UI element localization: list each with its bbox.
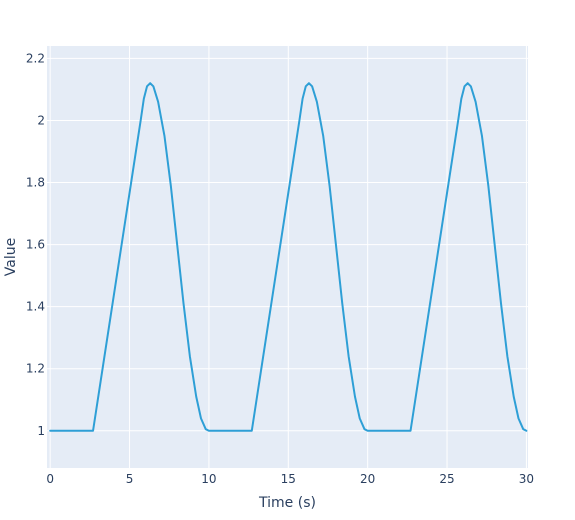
y-tick-label: 2.2: [26, 51, 45, 65]
x-tick-label: 15: [281, 472, 296, 486]
y-tick-label: 1: [37, 424, 45, 438]
x-tick-label: 20: [360, 472, 375, 486]
plot-area: [47, 46, 528, 468]
x-tick-label: 10: [201, 472, 216, 486]
y-tick-label: 2: [37, 113, 45, 127]
y-axis-title: Value: [3, 238, 19, 276]
x-tick-label: 5: [126, 472, 134, 486]
series-layer: [49, 82, 528, 432]
y-tick-label: 1.2: [26, 362, 45, 376]
x-tick-label: 0: [46, 472, 54, 486]
y-tick-label: 1.8: [26, 176, 45, 190]
x-tick-label: 30: [519, 472, 534, 486]
y-tick-label: 1.6: [26, 238, 45, 252]
series-line: [49, 82, 528, 432]
tick-labels: 0 5 10 15 20 25 30 1 1.2 1.4 1.6 1.8 2 2.2: [26, 51, 534, 486]
grid-lines: [47, 46, 528, 468]
y-tick-label: 1.4: [26, 300, 45, 314]
x-axis-title: Time (s): [258, 495, 316, 511]
x-tick-label: 25: [439, 472, 454, 486]
